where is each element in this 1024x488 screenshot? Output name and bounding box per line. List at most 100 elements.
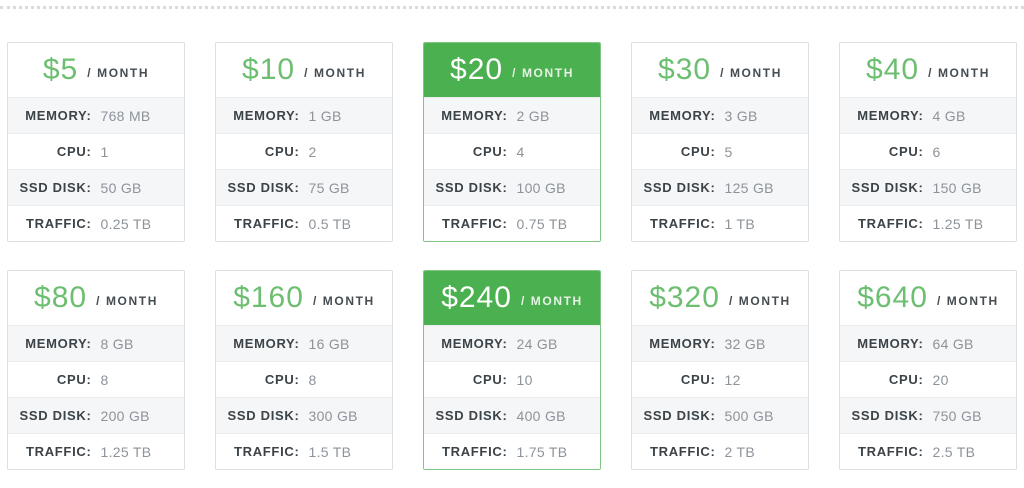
memory-label: MEMORY: — [649, 336, 716, 351]
price: $10 — [242, 53, 296, 86]
memory-row: MEMORY: 4 GB — [840, 97, 1016, 133]
ssd-disk-label: SSD DISK: — [19, 180, 92, 195]
traffic-row: TRAFFIC: 0.75 TB — [424, 205, 600, 241]
top-dotted-divider — [0, 6, 1024, 9]
price: $640 — [857, 281, 928, 314]
traffic-value: 1 TB — [724, 215, 756, 232]
ssd-disk-value: 50 GB — [100, 179, 142, 196]
cpu-label: CPU: — [888, 144, 924, 159]
memory-label: MEMORY: — [25, 108, 92, 123]
pricing-card[interactable]: $40 / MONTH MEMORY: 4 GB CPU: 6 SSD DISK… — [839, 42, 1017, 242]
per-month-label: / MONTH — [96, 294, 158, 308]
traffic-value: 0.5 TB — [308, 215, 352, 232]
traffic-row: TRAFFIC: 2.5 TB — [840, 433, 1016, 469]
memory-value: 1 GB — [308, 107, 342, 124]
traffic-label: TRAFFIC: — [857, 444, 924, 459]
per-month-label: / MONTH — [87, 66, 150, 80]
traffic-row: TRAFFIC: 2 TB — [632, 433, 808, 469]
ssd-disk-label: SSD DISK: — [227, 180, 300, 195]
ssd-disk-value: 200 GB — [100, 407, 150, 424]
traffic-value: 1.75 TB — [516, 443, 568, 460]
pricing-card[interactable]: $10 / MONTH MEMORY: 1 GB CPU: 2 SSD DISK… — [215, 42, 393, 242]
pricing-card[interactable]: $5 / MONTH MEMORY: 768 MB CPU: 1 SSD DIS… — [7, 42, 185, 242]
traffic-label: TRAFFIC: — [649, 444, 716, 459]
ssd-disk-value: 150 GB — [932, 179, 982, 196]
pricing-grid: $5 / MONTH MEMORY: 768 MB CPU: 1 SSD DIS… — [0, 42, 1024, 470]
traffic-row: TRAFFIC: 0.5 TB — [216, 205, 392, 241]
cpu-row: CPU: 12 — [632, 361, 808, 397]
pricing-card[interactable]: $240 / MONTH MEMORY: 24 GB CPU: 10 SSD D… — [423, 270, 601, 470]
ssd-disk-label: SSD DISK: — [643, 408, 716, 423]
memory-label: MEMORY: — [857, 108, 924, 123]
traffic-label: TRAFFIC: — [25, 444, 92, 459]
pricing-card[interactable]: $80 / MONTH MEMORY: 8 GB CPU: 8 SSD DISK… — [7, 270, 185, 470]
cpu-row: CPU: 10 — [424, 361, 600, 397]
memory-value: 3 GB — [724, 107, 758, 124]
cpu-value: 1 — [100, 143, 109, 160]
cpu-label: CPU: — [264, 372, 300, 387]
memory-value: 16 GB — [308, 335, 350, 352]
ssd-disk-label: SSD DISK: — [851, 180, 924, 195]
memory-label: MEMORY: — [233, 336, 300, 351]
memory-row: MEMORY: 64 GB — [840, 325, 1016, 361]
cpu-row: CPU: 5 — [632, 133, 808, 169]
memory-row: MEMORY: 2 GB — [424, 97, 600, 133]
memory-value: 768 MB — [100, 107, 151, 124]
traffic-value: 0.25 TB — [100, 215, 152, 232]
ssd-disk-label: SSD DISK: — [851, 408, 924, 423]
traffic-row: TRAFFIC: 1.25 TB — [840, 205, 1016, 241]
ssd-disk-label: SSD DISK: — [435, 180, 508, 195]
price: $320 — [649, 281, 720, 314]
ssd-disk-value: 300 GB — [308, 407, 358, 424]
cpu-value: 8 — [100, 371, 109, 388]
pricing-card[interactable]: $640 / MONTH MEMORY: 64 GB CPU: 20 SSD D… — [839, 270, 1017, 470]
ssd-disk-label: SSD DISK: — [435, 408, 508, 423]
memory-row: MEMORY: 32 GB — [632, 325, 808, 361]
ssd-disk-row: SSD DISK: 300 GB — [216, 397, 392, 433]
ssd-disk-row: SSD DISK: 400 GB — [424, 397, 600, 433]
ssd-disk-row: SSD DISK: 75 GB — [216, 169, 392, 205]
card-header: $80 / MONTH — [8, 271, 184, 325]
traffic-value: 2.5 TB — [932, 443, 976, 460]
cpu-value: 20 — [932, 371, 949, 388]
cpu-row: CPU: 4 — [424, 133, 600, 169]
cpu-value: 4 — [516, 143, 525, 160]
cpu-label: CPU: — [472, 144, 508, 159]
memory-value: 32 GB — [724, 335, 766, 352]
cpu-row: CPU: 8 — [216, 361, 392, 397]
pricing-card[interactable]: $30 / MONTH MEMORY: 3 GB CPU: 5 SSD DISK… — [631, 42, 809, 242]
traffic-label: TRAFFIC: — [857, 216, 924, 231]
cpu-label: CPU: — [680, 372, 716, 387]
per-month-label: / MONTH — [936, 294, 999, 308]
memory-value: 2 GB — [516, 107, 550, 124]
memory-label: MEMORY: — [233, 108, 300, 123]
card-header: $40 / MONTH — [840, 43, 1016, 97]
cpu-label: CPU: — [264, 144, 300, 159]
memory-row: MEMORY: 16 GB — [216, 325, 392, 361]
pricing-card[interactable]: $20 / MONTH MEMORY: 2 GB CPU: 4 SSD DISK… — [423, 42, 601, 242]
cpu-row: CPU: 20 — [840, 361, 1016, 397]
price: $40 — [866, 53, 920, 86]
card-header: $240 / MONTH — [424, 271, 600, 325]
traffic-label: TRAFFIC: — [25, 216, 92, 231]
ssd-disk-label: SSD DISK: — [227, 408, 300, 423]
cpu-row: CPU: 1 — [8, 133, 184, 169]
memory-value: 24 GB — [516, 335, 558, 352]
traffic-label: TRAFFIC: — [233, 216, 300, 231]
traffic-row: TRAFFIC: 1.25 TB — [8, 433, 184, 469]
memory-label: MEMORY: — [25, 336, 92, 351]
ssd-disk-value: 500 GB — [724, 407, 774, 424]
cpu-value: 2 — [308, 143, 317, 160]
pricing-card[interactable]: $320 / MONTH MEMORY: 32 GB CPU: 12 SSD D… — [631, 270, 809, 470]
traffic-label: TRAFFIC: — [233, 444, 300, 459]
price: $30 — [658, 53, 712, 86]
memory-value: 64 GB — [932, 335, 974, 352]
card-header: $640 / MONTH — [840, 271, 1016, 325]
cpu-label: CPU: — [56, 144, 92, 159]
ssd-disk-row: SSD DISK: 100 GB — [424, 169, 600, 205]
pricing-card[interactable]: $160 / MONTH MEMORY: 16 GB CPU: 8 SSD DI… — [215, 270, 393, 470]
traffic-row: TRAFFIC: 1.75 TB — [424, 433, 600, 469]
price: $160 — [233, 281, 304, 314]
ssd-disk-value: 750 GB — [932, 407, 982, 424]
cpu-label: CPU: — [680, 144, 716, 159]
